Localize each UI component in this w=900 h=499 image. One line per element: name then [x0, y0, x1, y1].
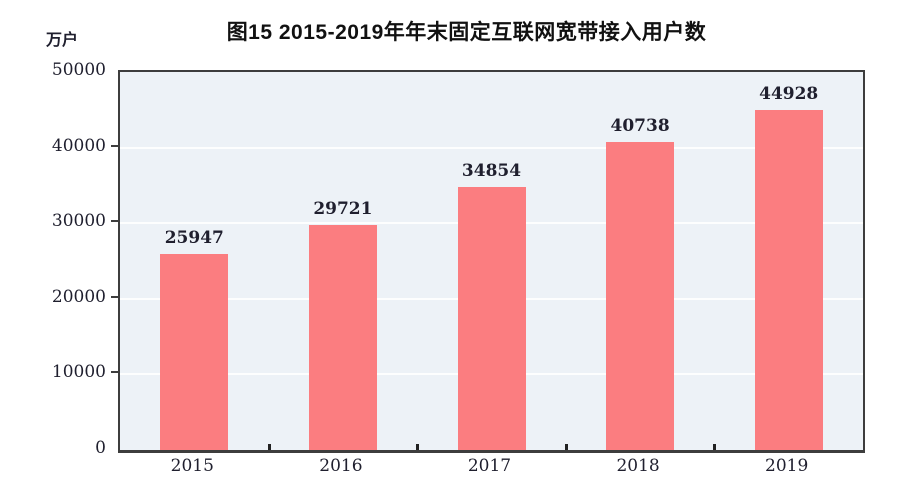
bar-2017 [457, 186, 526, 450]
y-axis-unit-label: 万户 [46, 32, 79, 49]
x-axis-tick [416, 444, 420, 450]
bar-2015 [160, 253, 229, 450]
x-axis-tick [267, 444, 271, 450]
x-axis-tick [713, 444, 717, 450]
gridline [120, 146, 863, 149]
y-tick-label: 10000 [51, 362, 106, 383]
bar-value-label: 44928 [759, 84, 819, 105]
y-tick-label: 20000 [51, 286, 106, 307]
bar-2016 [308, 225, 377, 450]
y-axis-tick [111, 144, 118, 147]
y-tick-label: 50000 [51, 60, 106, 80]
x-tick-label: 2016 [319, 456, 363, 476]
bar-value-label: 40738 [610, 116, 670, 137]
y-tick-label: 0 [95, 438, 106, 458]
x-tick-label: 2015 [170, 456, 214, 476]
x-axis: 2015 2016 2017 2018 2019 [118, 456, 861, 480]
bar-2019 [754, 110, 823, 450]
plot-area: 25947 29721 34854 40738 44928 [118, 70, 865, 453]
y-axis-tick [111, 220, 118, 223]
bar-value-label: 34854 [461, 160, 522, 181]
x-tick-label: 2019 [765, 456, 809, 476]
bar-2018 [606, 142, 675, 450]
y-axis-tick [111, 371, 118, 374]
y-axis-tick [111, 295, 118, 298]
y-axis: 0 10000 20000 30000 40000 50000 [0, 60, 118, 458]
y-tick-label: 40000 [51, 135, 106, 156]
x-tick-label: 2018 [616, 456, 660, 476]
bar-value-label: 25947 [164, 227, 224, 248]
chart-title: 图15 2015-2019年年末固定互联网宽带接入用户数 [226, 21, 707, 44]
x-tick-label: 2017 [467, 456, 512, 476]
y-tick-label: 30000 [51, 211, 106, 232]
bar-value-label: 29721 [313, 199, 373, 220]
x-axis-tick [564, 444, 568, 450]
